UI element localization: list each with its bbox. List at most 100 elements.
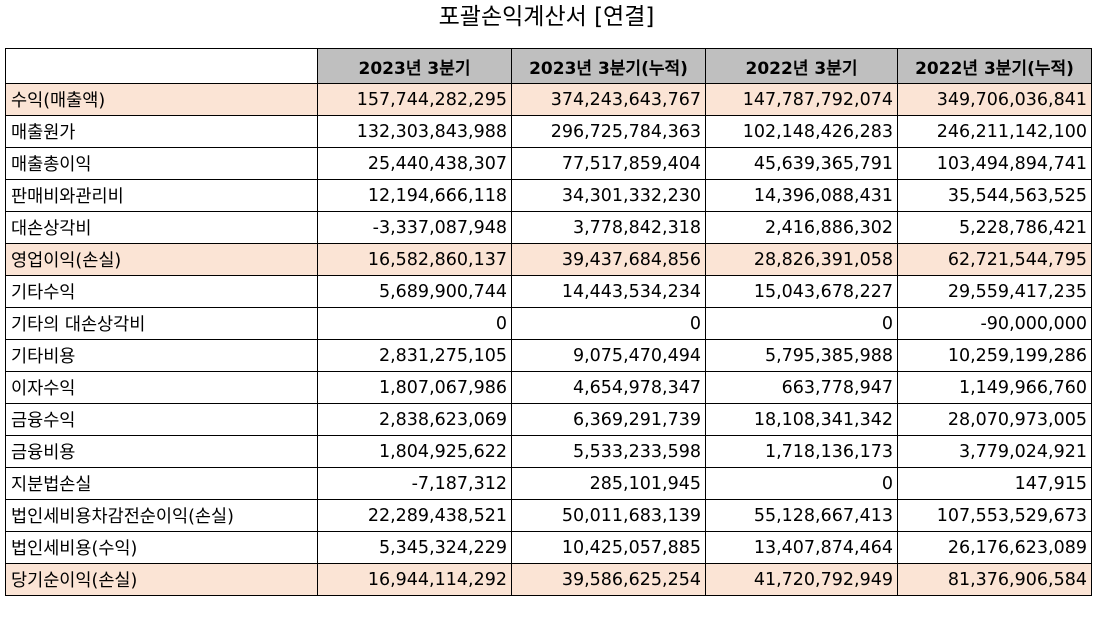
value-cell: 6,369,291,739 xyxy=(511,403,706,436)
table-row: 이자수익 1,807,067,986 4,654,978,347 663,778,94… xyxy=(5,371,1092,404)
table-row: 법인세비용(수익) 5,345,324,229 10,425,057,885 13,4… xyxy=(5,531,1092,564)
value-cell: 349,706,036,841 xyxy=(897,83,1092,116)
row-label: 기타의 대손상각비 xyxy=(5,307,318,340)
table-row: 당기순이익(손실) 16,944,114,292 39,586,625,254 41,… xyxy=(5,563,1092,596)
row-label: 이자수익 xyxy=(5,371,318,404)
value-cell: 14,396,088,431 xyxy=(705,179,898,212)
row-label: 대손상각비 xyxy=(5,211,318,244)
column-header-2022-q3: 2022년 3분기 xyxy=(705,48,898,84)
value-cell: 39,437,684,856 xyxy=(511,243,706,276)
row-label: 매출총이익 xyxy=(5,147,318,180)
value-cell: 296,725,784,363 xyxy=(511,115,706,148)
value-cell: 28,070,973,005 xyxy=(897,403,1092,436)
value-cell: 14,443,534,234 xyxy=(511,275,706,308)
table-row: 영업이익(손실) 16,582,860,137 39,437,684,856 28,8… xyxy=(5,243,1092,276)
table-row: 금융비용 1,804,925,622 5,533,233,598 1,718,136,… xyxy=(5,435,1092,468)
value-cell: 1,149,966,760 xyxy=(897,371,1092,404)
column-header-blank xyxy=(5,48,318,84)
table-row: 지분법손실 -7,187,312 285,101,945 0 147,915 xyxy=(5,467,1092,500)
value-cell: 10,259,199,286 xyxy=(897,339,1092,372)
row-label: 기타수익 xyxy=(5,275,318,308)
table-row: 매출총이익 25,440,438,307 77,517,859,404 45,639,… xyxy=(5,147,1092,180)
value-cell: 50,011,683,139 xyxy=(511,499,706,532)
value-cell: 15,043,678,227 xyxy=(705,275,898,308)
value-cell: 55,128,667,413 xyxy=(705,499,898,532)
value-cell: 5,795,385,988 xyxy=(705,339,898,372)
value-cell: 39,586,625,254 xyxy=(511,563,706,596)
value-cell: 103,494,894,741 xyxy=(897,147,1092,180)
value-cell: 246,211,142,100 xyxy=(897,115,1092,148)
value-cell: 0 xyxy=(705,467,898,500)
income-statement-table: 2023년 3분기 2023년 3분기(누적) 2022년 3분기 2022년 … xyxy=(5,48,1092,596)
value-cell: -3,337,087,948 xyxy=(317,211,512,244)
table-row: 매출원가 132,303,843,988 296,725,784,363 102,14… xyxy=(5,115,1092,148)
row-label: 법인세비용차감전순이익(손실) xyxy=(5,499,318,532)
value-cell: 1,804,925,622 xyxy=(317,435,512,468)
row-label: 수익(매출액) xyxy=(5,83,318,116)
value-cell: 13,407,874,464 xyxy=(705,531,898,564)
value-cell: 41,720,792,949 xyxy=(705,563,898,596)
value-cell: 285,101,945 xyxy=(511,467,706,500)
value-cell: 5,533,233,598 xyxy=(511,435,706,468)
value-cell: 1,807,067,986 xyxy=(317,371,512,404)
value-cell: 147,787,792,074 xyxy=(705,83,898,116)
table-row: 대손상각비 -3,337,087,948 3,778,842,318 2,416,88… xyxy=(5,211,1092,244)
value-cell: 25,440,438,307 xyxy=(317,147,512,180)
value-cell: 0 xyxy=(705,307,898,340)
value-cell: 5,689,900,744 xyxy=(317,275,512,308)
value-cell: 9,075,470,494 xyxy=(511,339,706,372)
table-row: 기타비용 2,831,275,105 9,075,470,494 5,795,385,… xyxy=(5,339,1092,372)
value-cell: 147,915 xyxy=(897,467,1092,500)
value-cell: 157,744,282,295 xyxy=(317,83,512,116)
row-label: 영업이익(손실) xyxy=(5,243,318,276)
table-row: 기타의 대손상각비 0 0 0 -90,000,000 xyxy=(5,307,1092,340)
value-cell: 2,838,623,069 xyxy=(317,403,512,436)
value-cell: 22,289,438,521 xyxy=(317,499,512,532)
value-cell: 2,831,275,105 xyxy=(317,339,512,372)
value-cell: 5,345,324,229 xyxy=(317,531,512,564)
value-cell: 34,301,332,230 xyxy=(511,179,706,212)
value-cell: 77,517,859,404 xyxy=(511,147,706,180)
value-cell: 0 xyxy=(511,307,706,340)
value-cell: 16,944,114,292 xyxy=(317,563,512,596)
column-header-2023-q3: 2023년 3분기 xyxy=(317,48,512,84)
table-row: 판매비와관리비 12,194,666,118 34,301,332,230 14,39… xyxy=(5,179,1092,212)
value-cell: 107,553,529,673 xyxy=(897,499,1092,532)
table-row: 법인세비용차감전순이익(손실) 22,289,438,521 50,011,683,… xyxy=(5,499,1092,532)
column-header-2022-q3-cumulative: 2022년 3분기(누적) xyxy=(897,48,1092,84)
row-label: 매출원가 xyxy=(5,115,318,148)
value-cell: -7,187,312 xyxy=(317,467,512,500)
value-cell: 29,559,417,235 xyxy=(897,275,1092,308)
value-cell: 3,779,024,921 xyxy=(897,435,1092,468)
column-header-2023-q3-cumulative: 2023년 3분기(누적) xyxy=(511,48,706,84)
value-cell: 26,176,623,089 xyxy=(897,531,1092,564)
value-cell: 35,544,563,525 xyxy=(897,179,1092,212)
row-label: 법인세비용(수익) xyxy=(5,531,318,564)
page-title: 포괄손익계산서 [연결] xyxy=(438,4,655,30)
value-cell: 62,721,544,795 xyxy=(897,243,1092,276)
table-row: 기타수익 5,689,900,744 14,443,534,234 15,043,67… xyxy=(5,275,1092,308)
value-cell: -90,000,000 xyxy=(897,307,1092,340)
value-cell: 28,826,391,058 xyxy=(705,243,898,276)
value-cell: 0 xyxy=(317,307,512,340)
value-cell: 132,303,843,988 xyxy=(317,115,512,148)
row-label: 판매비와관리비 xyxy=(5,179,318,212)
table-row: 수익(매출액) 157,744,282,295 374,243,643,767 147… xyxy=(5,83,1092,116)
header-row: 2023년 3분기 2023년 3분기(누적) 2022년 3분기 2022년 … xyxy=(5,48,1092,84)
row-label: 기타비용 xyxy=(5,339,318,372)
value-cell: 12,194,666,118 xyxy=(317,179,512,212)
row-label: 당기순이익(손실) xyxy=(5,563,318,596)
table-row: 금융수익 2,838,623,069 6,369,291,739 18,108,341… xyxy=(5,403,1092,436)
value-cell: 2,416,886,302 xyxy=(705,211,898,244)
row-label: 금융수익 xyxy=(5,403,318,436)
row-label: 지분법손실 xyxy=(5,467,318,500)
value-cell: 10,425,057,885 xyxy=(511,531,706,564)
value-cell: 663,778,947 xyxy=(705,371,898,404)
value-cell: 4,654,978,347 xyxy=(511,371,706,404)
value-cell: 5,228,786,421 xyxy=(897,211,1092,244)
value-cell: 102,148,426,283 xyxy=(705,115,898,148)
value-cell: 3,778,842,318 xyxy=(511,211,706,244)
row-label: 금융비용 xyxy=(5,435,318,468)
value-cell: 18,108,341,342 xyxy=(705,403,898,436)
value-cell: 1,718,136,173 xyxy=(705,435,898,468)
